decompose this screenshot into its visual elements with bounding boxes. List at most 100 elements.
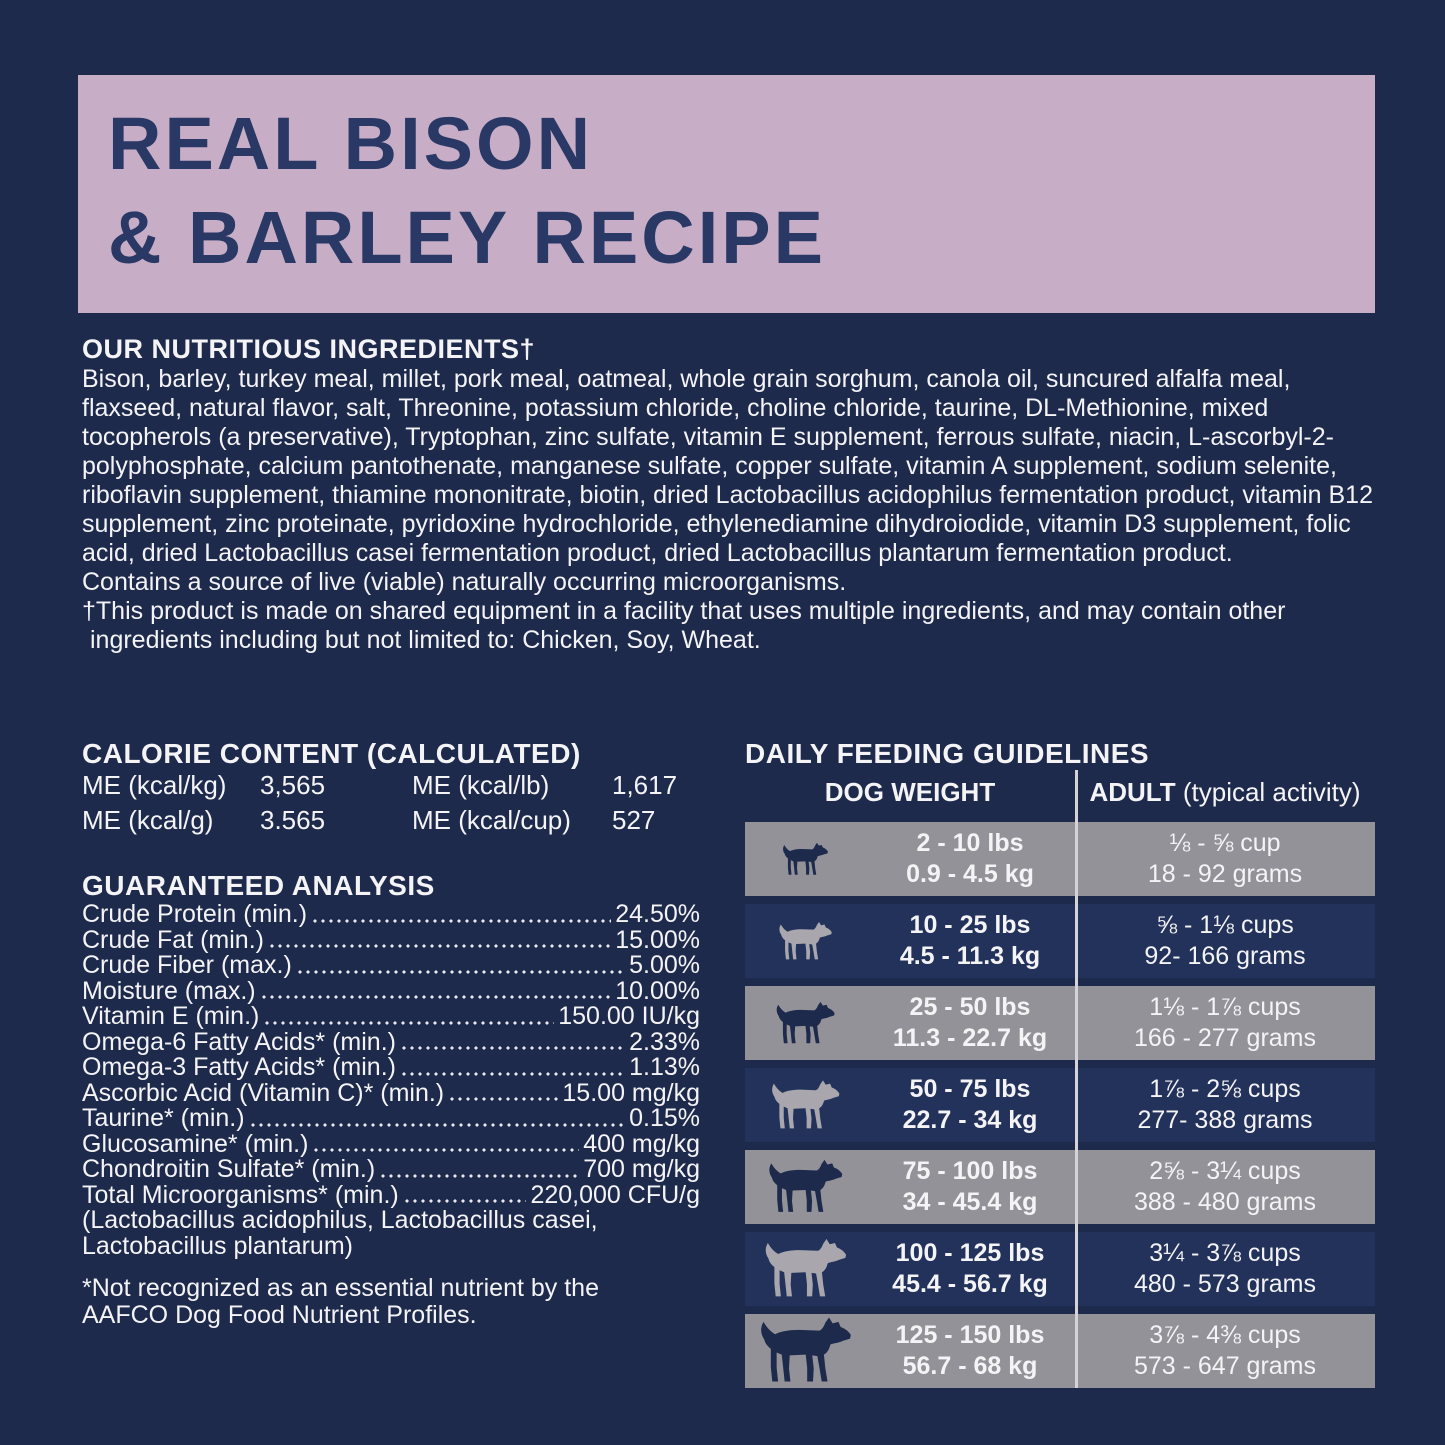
dog-weight-cell: 125 - 150 lbs 56.7 - 68 kg	[865, 1320, 1075, 1382]
analysis-value: 5.00%	[629, 951, 700, 979]
analysis-row: Ascorbic Acid (Vitamin C)* (min.) 15.00 m…	[82, 1078, 700, 1107]
analysis-footnote: *Not recognized as an essential nutrient…	[82, 1275, 700, 1329]
calorie-value: 3.565	[260, 805, 326, 835]
amount-grams: 18 - 92 grams	[1147, 860, 1303, 888]
weight-kg: 56.7 - 68 kg	[902, 1352, 1038, 1380]
feeding-amount-cell: ⅝ - 1⅛ cups 92- 166 grams	[1075, 910, 1375, 972]
amount-grams: 277- 388 grams	[1137, 1106, 1313, 1134]
analysis-value: 0.15%	[629, 1104, 700, 1132]
amount-grams: 92- 166 grams	[1144, 942, 1306, 970]
amount-grams: 573 - 647 grams	[1133, 1352, 1317, 1380]
dot-leader	[399, 1045, 626, 1051]
dot-leader	[448, 1096, 559, 1102]
recipe-title: REAL BISON & BARLEY RECIPE	[108, 97, 826, 285]
dot-leader	[295, 968, 626, 975]
dog-weight-cell: 75 - 100 lbs 34 - 45.4 kg	[865, 1156, 1075, 1218]
analysis-value: 15.00%	[615, 925, 700, 954]
calorie-label: ME (kcal/cup)	[412, 805, 571, 835]
analysis-label: Crude Fat (min.)	[82, 925, 264, 954]
weight-kg: 0.9 - 4.5 kg	[906, 860, 1034, 888]
dog-icon-chihuahua	[745, 841, 865, 878]
analysis-row: Crude Protein (min.) 24.50%	[82, 900, 700, 928]
analysis-footnote-line: AAFCO Dog Food Nutrient Profiles.	[82, 1301, 477, 1329]
analysis-value: 24.50%	[615, 900, 700, 928]
analysis-row: Crude Fiber (max.) 5.00%	[82, 951, 700, 979]
adult-column-header: ADULT (typical activity)	[1089, 776, 1361, 807]
feeding-guidelines-section: DAILY FEEDING GUIDELINES DOG WEIGHT ADUL…	[745, 738, 1375, 1388]
dog-icon-newfoundland	[745, 1314, 865, 1388]
feeding-row: 25 - 50 lbs 11.3 - 22.7 kg 1⅛ - 1⅞ cups …	[745, 986, 1375, 1060]
analysis-label: Ascorbic Acid (Vitamin C)* (min.)	[82, 1078, 445, 1107]
ingredients-heading: OUR NUTRITIOUS INGREDIENTS†	[82, 334, 536, 364]
dog-weight-column-header: DOG WEIGHT	[824, 776, 996, 807]
dog-icon-spitz	[745, 1000, 865, 1047]
analysis-parenthetical-line: (Lactobacillus acidophilus, Lactobacillu…	[82, 1206, 598, 1234]
dog-icon-pit-bull	[745, 1078, 865, 1133]
feeding-amount-cell: 3¼ - 3⅞ cups 480 - 573 grams	[1075, 1238, 1375, 1300]
feeding-row: 75 - 100 lbs 34 - 45.4 kg 2⅝ - 3¼ cups 3…	[745, 1150, 1375, 1224]
dog-weight-cell: 100 - 125 lbs 45.4 - 56.7 kg	[865, 1238, 1075, 1300]
ingredients-list: Bison, barley, turkey meal, millet, pork…	[82, 365, 1373, 567]
analysis-row: Vitamin E (min.) 150.00 IU/kg	[82, 1002, 700, 1030]
analysis-row: Chondroitin Sulfate* (min.) 700 mg/kg	[82, 1155, 700, 1183]
analysis-value: 700 mg/kg	[583, 1155, 700, 1183]
calorie-content-section: CALORIE CONTENT (CALCULATED) ME (kcal/kg…	[82, 738, 702, 836]
analysis-label: Vitamin E (min.)	[82, 1002, 260, 1030]
column-divider	[1075, 770, 1078, 1388]
amount-cups: 1⅞ - 2⅝ cups	[1149, 1075, 1301, 1103]
dot-leader	[379, 1172, 580, 1179]
feeding-amount-cell: 1⅛ - 1⅞ cups 166 - 277 grams	[1075, 992, 1375, 1054]
analysis-value: 400 mg/kg	[583, 1129, 700, 1158]
ingredients-section: OUR NUTRITIOUS INGREDIENTS† Bison, barle…	[82, 334, 1378, 655]
calorie-content-grid: ME (kcal/kg) 3,565 ME (kcal/lb) 1,617 ME…	[82, 770, 702, 836]
weight-kg: 22.7 - 34 kg	[902, 1106, 1038, 1134]
calorie-entry: ME (kcal/kg) 3,565	[82, 770, 412, 801]
amount-grams: 480 - 573 grams	[1133, 1270, 1317, 1298]
analysis-row: Glucosamine* (min.) 400 mg/kg	[82, 1129, 700, 1158]
calorie-value: 3,565	[260, 770, 326, 800]
calorie-content-heading: CALORIE CONTENT (CALCULATED)	[82, 738, 581, 769]
calorie-label: ME (kcal/lb)	[412, 770, 550, 800]
amount-cups: ⅛ - ⅝ cup	[1169, 829, 1281, 857]
weight-lbs: 125 - 150 lbs	[895, 1321, 1045, 1349]
calorie-entry: ME (kcal/g) 3.565	[82, 805, 412, 836]
analysis-row: Moisture (max.) 10.00%	[82, 976, 700, 1005]
feeding-row: 50 - 75 lbs 22.7 - 34 kg 1⅞ - 2⅝ cups 27…	[745, 1068, 1375, 1142]
feeding-row: 125 - 150 lbs 56.7 - 68 kg 3⅞ - 4⅜ cups …	[745, 1314, 1375, 1388]
dog-icon-labrador	[745, 1236, 865, 1302]
amount-cups: 2⅝ - 3¼ cups	[1149, 1157, 1301, 1185]
weight-lbs: 50 - 75 lbs	[909, 1075, 1031, 1103]
amount-cups: 3¼ - 3⅞ cups	[1149, 1239, 1301, 1267]
analysis-label: Moisture (max.)	[82, 976, 256, 1005]
calorie-entry: ME (kcal/lb) 1,617	[412, 770, 702, 801]
amount-grams: 166 - 277 grams	[1133, 1024, 1317, 1052]
calorie-entry: ME (kcal/cup) 527	[412, 805, 702, 836]
analysis-label: Omega-3 Fatty Acids* (min.)	[82, 1053, 396, 1081]
recipe-title-line2: & BARLEY RECIPE	[108, 196, 826, 279]
calorie-label: ME (kcal/kg)	[82, 770, 227, 800]
weight-kg: 11.3 - 22.7 kg	[892, 1024, 1048, 1052]
guaranteed-analysis-section: GUARANTEED ANALYSIS Crude Protein (min.)…	[82, 870, 700, 1329]
dot-leader	[311, 917, 612, 924]
amount-cups: ⅝ - 1⅛ cups	[1156, 911, 1294, 939]
dot-leader	[402, 1198, 527, 1204]
ingredients-contains-note: Contains a source of live (viable) natur…	[82, 568, 847, 596]
dog-weight-cell: 25 - 50 lbs 11.3 - 22.7 kg	[865, 992, 1075, 1054]
analysis-label: Chondroitin Sulfate* (min.)	[82, 1155, 376, 1183]
feeding-row: 2 - 10 lbs 0.9 - 4.5 kg ⅛ - ⅝ cup 18 - 9…	[745, 822, 1375, 896]
analysis-label: Crude Fiber (max.)	[82, 951, 292, 979]
dot-leader	[263, 1019, 555, 1026]
analysis-parenthetical-line: Lactobacillus plantarum)	[82, 1231, 353, 1260]
analysis-value: 150.00 IU/kg	[558, 1002, 700, 1030]
feeding-table-header: DOG WEIGHT ADULT (typical activity)	[745, 770, 1375, 814]
feeding-amount-cell: 1⅞ - 2⅝ cups 277- 388 grams	[1075, 1074, 1375, 1136]
dot-leader	[267, 943, 612, 949]
weight-lbs: 75 - 100 lbs	[902, 1157, 1038, 1185]
weight-kg: 45.4 - 56.7 kg	[892, 1270, 1048, 1298]
analysis-label: Omega-6 Fatty Acids* (min.)	[82, 1027, 396, 1056]
dog-weight-cell: 10 - 25 lbs 4.5 - 11.3 kg	[865, 910, 1075, 972]
feeding-amount-cell: ⅛ - ⅝ cup 18 - 92 grams	[1075, 828, 1375, 890]
analysis-value: 10.00%	[615, 976, 700, 1005]
calorie-label: ME (kcal/g)	[82, 805, 214, 835]
